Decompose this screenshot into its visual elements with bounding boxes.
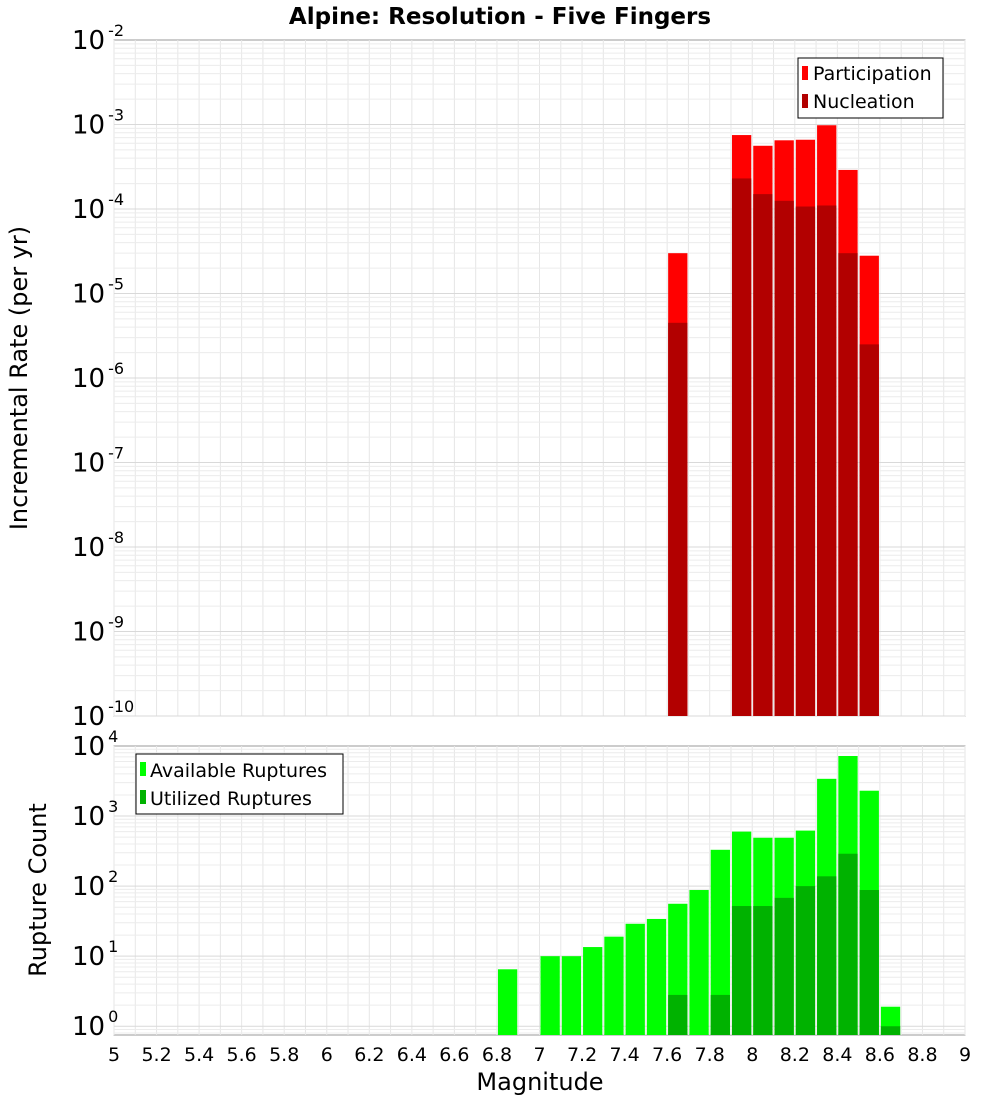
top-legend-box: [797, 57, 944, 119]
x-tick-label: 6.4: [397, 1044, 427, 1066]
bar-utilized-ruptures: [731, 906, 752, 1035]
bar-available-ruptures: [561, 956, 582, 1035]
legend-label-available: Available Ruptures: [150, 760, 327, 782]
y-tick-label: 10 3: [72, 797, 118, 832]
y-tick-label: 10 -10: [72, 697, 134, 732]
bar-available-ruptures: [540, 956, 560, 1035]
top-legend: Participation Nucleation: [797, 57, 944, 119]
top-grid: [113, 40, 966, 717]
x-tick-label: 8: [746, 1044, 758, 1066]
x-ticks: 5 5.2 5.4 5.6 5.8 6 6.2 6.4 6.6 6.8 7 7.2 7.4 7.6 7.8 8…: [108, 1044, 971, 1066]
bar-available-ruptures: [625, 923, 645, 1035]
x-tick-label: 5.4: [184, 1044, 214, 1066]
x-tick-label: 7.8: [695, 1044, 725, 1066]
bar-nucleation: [753, 194, 773, 716]
x-tick-label: 7.4: [609, 1044, 639, 1066]
bar-nucleation: [795, 206, 816, 716]
x-tick-label: 9: [959, 1044, 971, 1066]
legend-label-nucleation: Nucleation: [813, 91, 915, 113]
x-tick-label: 8.2: [780, 1044, 810, 1066]
top-panel: 10-10 10-9 10-8 10-7 10-6 10-5 10-4 10-3 10-2 In…: [5, 21, 966, 732]
x-tick-label: 5.8: [269, 1044, 299, 1066]
y-tick-label: 10 1: [72, 937, 118, 972]
bar-nucleation: [774, 200, 794, 717]
legend-swatch-nucleation: [802, 94, 808, 108]
top-y-ticks: 10-10 10-9 10-8 10-7 10-6 10-5 10-4 10-3 10-2: [72, 21, 134, 732]
bar-available-ruptures: [646, 918, 667, 1035]
x-axis-label: Magnitude: [476, 1068, 603, 1096]
x-tick-label: 6.2: [354, 1044, 384, 1066]
legend-swatch-available: [140, 762, 146, 776]
x-tick-label: 6.8: [482, 1044, 512, 1066]
bar-utilized-ruptures: [668, 994, 688, 1035]
bar-nucleation: [817, 205, 837, 716]
bottom-legend-box: [135, 753, 344, 815]
bar-nucleation: [668, 322, 688, 716]
x-tick-label: 7: [533, 1044, 545, 1066]
bar-available-ruptures: [583, 947, 603, 1035]
y-tick-label: 10 4: [72, 727, 118, 762]
bar-available-ruptures: [710, 849, 730, 1035]
x-tick-label: 5.6: [227, 1044, 257, 1066]
y-tick-label: 10 -3: [72, 106, 124, 141]
bar-utilized-ruptures: [838, 853, 858, 1035]
x-tick-label: 7.2: [567, 1044, 597, 1066]
y-tick-label: 10 -2: [72, 21, 124, 56]
x-tick-label: 5.2: [141, 1044, 171, 1066]
y-tick-label: 10 -9: [72, 613, 124, 648]
bottom-bars: [497, 755, 901, 1035]
y-tick-label: 10 -4: [72, 190, 124, 225]
legend-swatch-utilized: [140, 790, 146, 804]
bar-utilized-ruptures: [859, 890, 879, 1035]
x-tick-label: 5: [108, 1044, 120, 1066]
x-tick-label: 7.6: [652, 1044, 682, 1066]
bar-available-ruptures: [689, 890, 709, 1035]
legend-swatch-participation: [802, 66, 808, 80]
legend-label-utilized: Utilized Ruptures: [150, 788, 312, 810]
x-tick-label: 6: [321, 1044, 333, 1066]
top-y-axis-label: Incremental Rate (per yr): [5, 226, 33, 530]
y-tick-label: 10 2: [72, 867, 118, 902]
x-tick-label: 6.6: [439, 1044, 469, 1066]
bottom-legend: Available Ruptures Utilized Ruptures: [135, 753, 344, 815]
y-tick-label: 10 -8: [72, 528, 124, 563]
bar-utilized-ruptures: [774, 897, 794, 1035]
x-tick-label: 8.4: [822, 1044, 852, 1066]
bar-available-ruptures: [497, 969, 518, 1035]
y-tick-label: 10 -6: [72, 359, 124, 394]
bar-nucleation: [838, 253, 858, 716]
bottom-grid: [113, 746, 966, 1035]
bar-utilized-ruptures: [795, 886, 816, 1035]
y-tick-label: 10 -5: [72, 275, 124, 310]
bar-utilized-ruptures: [753, 906, 773, 1035]
y-tick-label: 10 -7: [72, 444, 124, 479]
bar-utilized-ruptures: [710, 994, 730, 1035]
bottom-y-axis-label: Rupture Count: [24, 803, 52, 977]
bar-utilized-ruptures: [817, 876, 837, 1035]
y-tick-label: 10 0: [72, 1007, 118, 1042]
top-bars: [668, 125, 879, 717]
bar-nucleation: [731, 178, 752, 717]
legend-label-participation: Participation: [813, 63, 932, 85]
x-tick-label: 8.6: [865, 1044, 895, 1066]
chart-title: Alpine: Resolution - Five Fingers: [289, 4, 711, 30]
bar-available-ruptures: [604, 936, 624, 1035]
x-tick-label: 8.8: [907, 1044, 937, 1066]
bar-nucleation: [859, 344, 879, 716]
bar-utilized-ruptures: [880, 1026, 901, 1035]
